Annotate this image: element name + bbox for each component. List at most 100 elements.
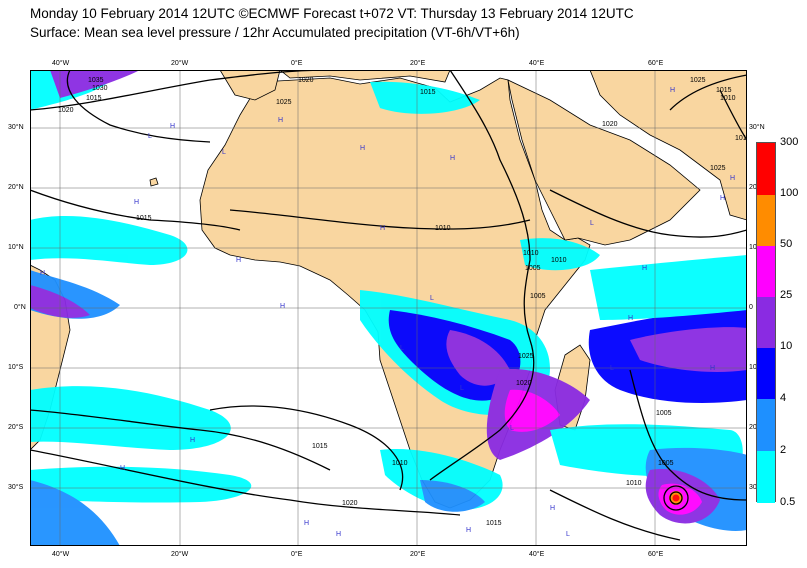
isobar-line bbox=[669, 74, 747, 111]
lat-label-right: 20 bbox=[749, 184, 757, 191]
europe-landmass bbox=[279, 70, 451, 83]
lon-label-top: 60°E bbox=[648, 60, 664, 67]
legend-label: 0.5 bbox=[780, 496, 796, 508]
arabia-landmass bbox=[507, 79, 701, 246]
pressure-mark: L bbox=[590, 220, 594, 227]
isobar-line bbox=[719, 89, 747, 141]
isobar-label: 1015 bbox=[136, 215, 152, 222]
legend-swatch-1 bbox=[757, 195, 775, 246]
isobar-label: 1005 bbox=[658, 460, 674, 467]
lat-label-left: 0°N bbox=[14, 304, 26, 311]
isobar-label: 1010 bbox=[626, 480, 642, 487]
lat-label-left: 10°S bbox=[8, 364, 24, 371]
isobar-line bbox=[549, 489, 681, 541]
asia-landmass bbox=[589, 70, 747, 221]
legend-label: 100 bbox=[780, 187, 799, 199]
isobar-label: 1035 bbox=[88, 77, 104, 84]
pressure-mark: H bbox=[720, 195, 725, 202]
isobar-label: 1005 bbox=[530, 293, 546, 300]
isobar-label: 1010 bbox=[551, 257, 567, 264]
pressure-mark: H bbox=[336, 531, 341, 538]
precip-cyan-band-atl bbox=[30, 386, 231, 450]
lat-label-right: 20 bbox=[749, 424, 757, 431]
lon-label-top: 20°W bbox=[171, 60, 189, 67]
isobar-label: 1010 bbox=[392, 460, 408, 467]
weather-map: 1035 1030 1015 1020 1020 1025 1015 1010 … bbox=[30, 70, 747, 546]
isobar-label: 1025 bbox=[710, 165, 726, 172]
isobar-line bbox=[30, 449, 461, 516]
pressure-mark: H bbox=[450, 155, 455, 162]
isobar-label: 1020 bbox=[298, 77, 314, 84]
isobar-label: 1025 bbox=[518, 353, 534, 360]
isobar-line bbox=[629, 369, 747, 501]
pressure-mark: L bbox=[222, 149, 226, 156]
legend-swatch-5 bbox=[757, 399, 775, 451]
pressure-mark: H bbox=[134, 199, 139, 206]
precip-cyan-red-sea bbox=[520, 238, 600, 271]
legend-swatch-2 bbox=[757, 246, 775, 297]
pressure-mark: L bbox=[610, 365, 614, 372]
lat-label-right: 0 bbox=[749, 304, 753, 311]
precip-violet-indian-ocean bbox=[630, 327, 747, 372]
cyclone-core-red bbox=[672, 494, 680, 502]
isobar-label: 1015 bbox=[716, 87, 732, 94]
legend-label: 300 bbox=[780, 136, 799, 148]
lat-label-left: 30°N bbox=[8, 124, 24, 131]
isobar-label: 1020 bbox=[602, 121, 618, 128]
lat-label-left: 20°N bbox=[8, 184, 24, 191]
isobar-labels: 1035 1030 1015 1020 1020 1025 1015 1010 … bbox=[58, 77, 747, 527]
pressure-mark: H bbox=[170, 123, 175, 130]
graticule bbox=[30, 70, 747, 546]
lon-label-top: 0°E bbox=[291, 60, 303, 67]
pressure-mark: L bbox=[510, 425, 514, 432]
precip-cyan-band-atl2 bbox=[30, 466, 252, 503]
isobar-label: 1025 bbox=[690, 77, 706, 84]
precip-cyan-north-africa bbox=[370, 81, 480, 114]
forecast-subtitle: Surface: Mean sea level pressure / 12hr … bbox=[30, 25, 520, 40]
legend-swatch-6 bbox=[757, 451, 775, 503]
forecast-title: Monday 10 February 2014 12UTC ©ECMWF For… bbox=[30, 6, 634, 21]
isobar-label: 1030 bbox=[92, 85, 108, 92]
isobar-label: 1015 bbox=[312, 443, 328, 450]
pressure-mark: L bbox=[460, 385, 464, 392]
pressure-mark: H bbox=[642, 265, 647, 272]
precip-cyan-indian-ocean bbox=[590, 255, 747, 320]
precip-violet-central-africa bbox=[446, 330, 510, 386]
isobar-low-center bbox=[663, 485, 689, 511]
lat-label-right: 10 bbox=[749, 244, 757, 251]
isobar-label: 1025 bbox=[276, 99, 292, 106]
lat-label-right: 10 bbox=[749, 364, 757, 371]
pressure-mark: H bbox=[236, 257, 241, 264]
pressure-mark: H bbox=[360, 145, 365, 152]
isobar-label: 1020 bbox=[58, 107, 74, 114]
isobar-label: 1005 bbox=[525, 265, 541, 272]
isobar-label: 1015 bbox=[86, 95, 102, 102]
lon-label-bottom: 20°E bbox=[410, 551, 426, 558]
pressure-mark: L bbox=[430, 295, 434, 302]
legend-label: 25 bbox=[780, 289, 793, 301]
lon-label-bottom: 40°E bbox=[529, 551, 545, 558]
legend-label: 2 bbox=[780, 444, 787, 456]
pressure-mark: H bbox=[730, 175, 735, 182]
isobar-label: 1010 bbox=[720, 95, 736, 102]
pressure-markers: H H H H L L H H H H H L L H H H L L H H … bbox=[40, 87, 735, 538]
lon-label-top: 20°E bbox=[410, 60, 426, 67]
precip-magenta-moz-channel bbox=[504, 389, 560, 432]
isobar-label: 1005 bbox=[656, 410, 672, 417]
isobar-line bbox=[30, 189, 241, 231]
lat-label-left: 10°N bbox=[8, 244, 24, 251]
isobar-line bbox=[209, 405, 404, 491]
isobar-label: 1020 bbox=[516, 380, 532, 387]
pressure-mark: H bbox=[670, 87, 675, 94]
isobar-line bbox=[66, 70, 211, 143]
pressure-mark: L bbox=[566, 531, 570, 538]
pressure-mark: H bbox=[280, 303, 285, 310]
lon-label-top: 40°W bbox=[52, 60, 70, 67]
pressure-mark: H bbox=[380, 225, 385, 232]
isobar-label: 1010 bbox=[435, 225, 451, 232]
legend-label: 10 bbox=[780, 340, 793, 352]
precip-blue-sw bbox=[30, 480, 120, 546]
legend-swatch-3 bbox=[757, 297, 775, 348]
canary-islands bbox=[149, 177, 159, 187]
pressure-mark: H bbox=[120, 465, 125, 472]
